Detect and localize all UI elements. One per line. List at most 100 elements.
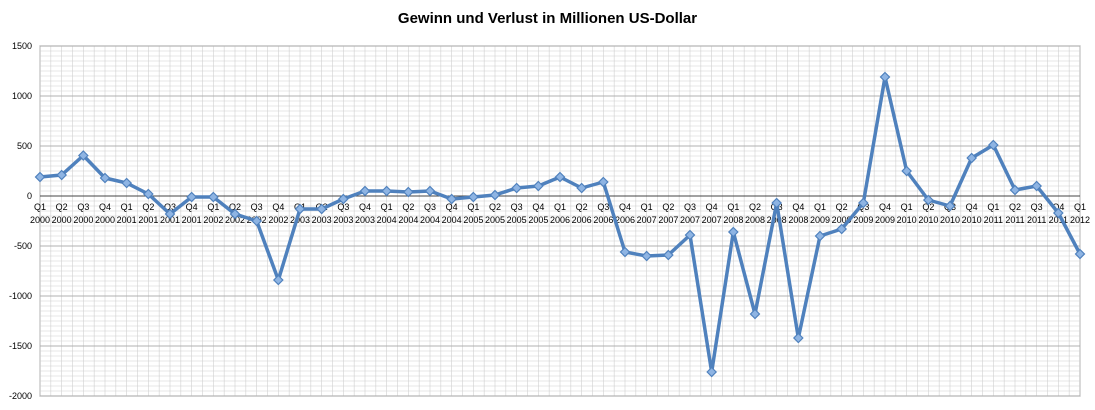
data-point	[966, 152, 978, 164]
x-tick-label-year: 2009	[875, 215, 895, 225]
x-tick-label-year: 2006	[615, 215, 635, 225]
data-point	[99, 172, 111, 184]
data-point	[34, 171, 46, 183]
x-tick-label-year: 2008	[723, 215, 743, 225]
y-tick-label: 1500	[12, 41, 32, 51]
x-tick-label-year: 2008	[788, 215, 808, 225]
x-tick-label-quarter: Q2	[229, 202, 241, 212]
x-tick-label-quarter: Q4	[792, 202, 804, 212]
x-tick-label-year: 2009	[832, 215, 852, 225]
x-tick-label-year: 2010	[962, 215, 982, 225]
x-tick-label-quarter: Q1	[554, 202, 566, 212]
x-tick-label-quarter: Q4	[186, 202, 198, 212]
x-tick-label-quarter: Q2	[749, 202, 761, 212]
x-tick-label-year: 2011	[1027, 215, 1046, 225]
data-point	[77, 150, 89, 161]
x-tick-label-year: 2000	[95, 215, 115, 225]
x-tick-label-year: 2005	[485, 215, 505, 225]
y-tick-label: 0	[27, 191, 32, 201]
y-tick-label: -1500	[9, 341, 32, 351]
x-tick-label-year: 2003	[312, 215, 332, 225]
x-tick-label-year: 2000	[52, 215, 72, 225]
x-tick-label-quarter: Q2	[489, 202, 501, 212]
data-point	[251, 215, 263, 227]
data-point	[684, 229, 696, 241]
data-point	[944, 200, 956, 212]
x-tick-label-quarter: Q1	[467, 202, 479, 212]
chart-title: Gewinn und Verlust in Millionen US-Dolla…	[397, 10, 698, 27]
x-tick-label-year: 2003	[333, 215, 353, 225]
data-point	[467, 191, 479, 203]
x-tick-label-quarter: Q1	[34, 202, 46, 212]
x-tick-label-quarter: Q3	[251, 202, 263, 212]
x-tick-label-quarter: Q2	[576, 202, 588, 212]
x-tick-label-year: 2007	[702, 215, 722, 225]
x-tick-label-year: 2000	[30, 215, 50, 225]
x-tick-label-quarter: Q4	[446, 202, 458, 212]
x-tick-label-year: 2011	[1049, 215, 1068, 225]
x-tick-label-quarter: Q1	[207, 202, 219, 212]
x-tick-label-year: 2012	[1070, 215, 1090, 225]
data-point	[792, 332, 804, 344]
data-point	[749, 308, 761, 320]
data-point	[1052, 207, 1064, 219]
data-point	[121, 177, 133, 189]
data-point	[554, 171, 566, 183]
x-tick-label-year: 2003	[290, 215, 310, 225]
x-tick-label-year: 2008	[767, 215, 787, 225]
x-tick-label-year: 2010	[940, 215, 960, 225]
y-tick-label: 500	[17, 141, 32, 151]
data-point	[857, 197, 869, 209]
x-tick-label-quarter: Q1	[901, 202, 913, 212]
data-point	[186, 191, 198, 203]
x-tick-label-year: 2011	[1005, 215, 1024, 225]
data-point	[142, 188, 154, 200]
x-tick-label-quarter: Q3	[684, 202, 696, 212]
data-point	[316, 203, 328, 215]
x-tick-label-year: 2004	[377, 215, 397, 225]
data-point	[901, 165, 913, 177]
x-tick-label-quarter: Q1	[1074, 202, 1086, 212]
y-tick-label: -1000	[9, 291, 32, 301]
x-tick-label-quarter: Q1	[641, 202, 653, 212]
data-point	[164, 208, 176, 220]
x-tick-label-year: 2001	[117, 215, 137, 225]
data-point	[359, 185, 371, 197]
x-tick-label-quarter: Q2	[922, 202, 934, 212]
data-point	[272, 274, 284, 286]
x-tick-label-year: 2001	[160, 215, 180, 225]
data-point	[381, 185, 393, 197]
x-tick-label-quarter: Q3	[77, 202, 89, 212]
x-tick-label-year: 2005	[507, 215, 527, 225]
x-tick-label-year: 2006	[593, 215, 613, 225]
x-tick-label-quarter: Q4	[966, 202, 978, 212]
x-tick-label-year: 2006	[550, 215, 570, 225]
x-tick-label-quarter: Q2	[1009, 202, 1021, 212]
x-tick-label-quarter: Q2	[142, 202, 154, 212]
x-tick-label-year: 2007	[658, 215, 678, 225]
data-point	[879, 71, 891, 83]
data-point	[619, 246, 631, 258]
x-tick-label-quarter: Q1	[121, 202, 133, 212]
x-tick-label-quarter: Q4	[706, 202, 718, 212]
x-tick-label-year: 2008	[745, 215, 765, 225]
data-point	[424, 185, 436, 197]
x-tick-label-quarter: Q4	[359, 202, 371, 212]
data-point	[662, 249, 674, 261]
x-tick-label-quarter: Q1	[814, 202, 826, 212]
data-point	[402, 186, 414, 198]
x-tick-label-year: 2007	[637, 215, 657, 225]
data-point	[229, 208, 241, 220]
x-tick-label-year: 2001	[182, 215, 202, 225]
x-tick-label-year: 2010	[918, 215, 938, 225]
x-tick-label-quarter: Q4	[879, 202, 891, 212]
x-tick-label-year: 2005	[528, 215, 548, 225]
y-tick-label: 1000	[12, 91, 32, 101]
data-point	[56, 169, 68, 181]
x-tick-label-quarter: Q3	[164, 202, 176, 212]
x-tick-label-quarter: Q1	[381, 202, 393, 212]
x-tick-label-year: 2003	[355, 215, 375, 225]
data-point	[922, 194, 934, 206]
